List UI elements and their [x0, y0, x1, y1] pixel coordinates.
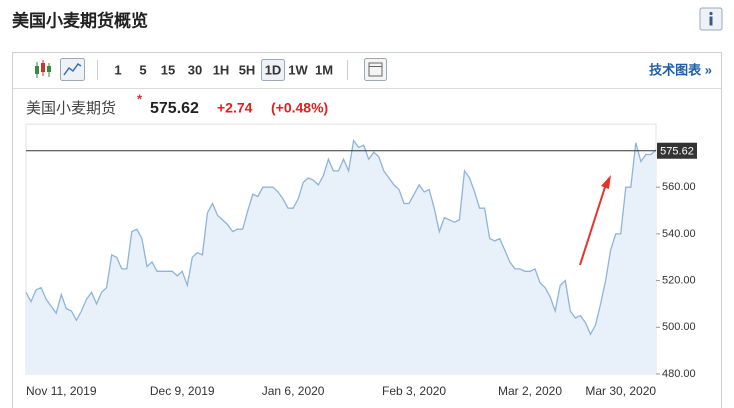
quote-change-pct: (+0.48%) [271, 100, 328, 116]
widget-frame [12, 52, 722, 408]
trend-arrow [579, 175, 611, 266]
quote-name: 美国小麦期货 [26, 100, 116, 117]
line-icon[interactable] [60, 58, 85, 81]
interval-button[interactable]: 30 [188, 62, 202, 77]
interval-button[interactable]: 1 [114, 62, 121, 77]
interval-button[interactable]: 5 [139, 62, 146, 77]
y-tick-label: 520.00 [662, 275, 696, 287]
info-icon[interactable] [699, 7, 723, 31]
x-tick-label: Feb 3, 2020 [382, 384, 446, 398]
quote-marker: * [137, 91, 143, 106]
interval-button[interactable]: 1H [213, 62, 230, 77]
y-tick-label: 560.00 [662, 181, 696, 193]
price-tag [657, 142, 697, 159]
interval-button[interactable]: 1D [265, 62, 282, 77]
candle-icon[interactable] [35, 60, 51, 78]
interval-button[interactable]: 15 [161, 62, 175, 77]
x-tick-label: Nov 11, 2019 [26, 384, 97, 398]
tech-chart-link[interactable]: 技术图表 » [649, 62, 712, 77]
y-tick-label: 480.00 [662, 368, 696, 380]
quote-change: +2.74 [217, 100, 253, 116]
interval-button[interactable]: 5H [239, 62, 256, 77]
interval-active [261, 59, 285, 81]
y-tick-label: 500.00 [662, 321, 696, 333]
x-tick-label: Mar 30, 2020 [585, 384, 656, 398]
x-tick-label: Mar 2, 2020 [498, 384, 562, 398]
interval-button[interactable]: 1M [315, 62, 333, 77]
y-tick-label: 540.00 [662, 228, 696, 240]
x-tick-label: Dec 9, 2019 [150, 384, 215, 398]
interval-button[interactable]: 1W [288, 62, 308, 77]
layout-icon[interactable] [364, 58, 387, 81]
x-tick-label: Jan 6, 2020 [262, 384, 325, 398]
page-title: 美国小麦期货概览 [12, 10, 148, 30]
area-fill [26, 140, 656, 374]
price-line [25, 138, 657, 336]
price-tag-label: 575.62 [660, 146, 694, 158]
plot: 英为财情Investing.com480.00500.00520.00540.0… [25, 123, 697, 398]
quote-price: 575.62 [150, 100, 199, 117]
